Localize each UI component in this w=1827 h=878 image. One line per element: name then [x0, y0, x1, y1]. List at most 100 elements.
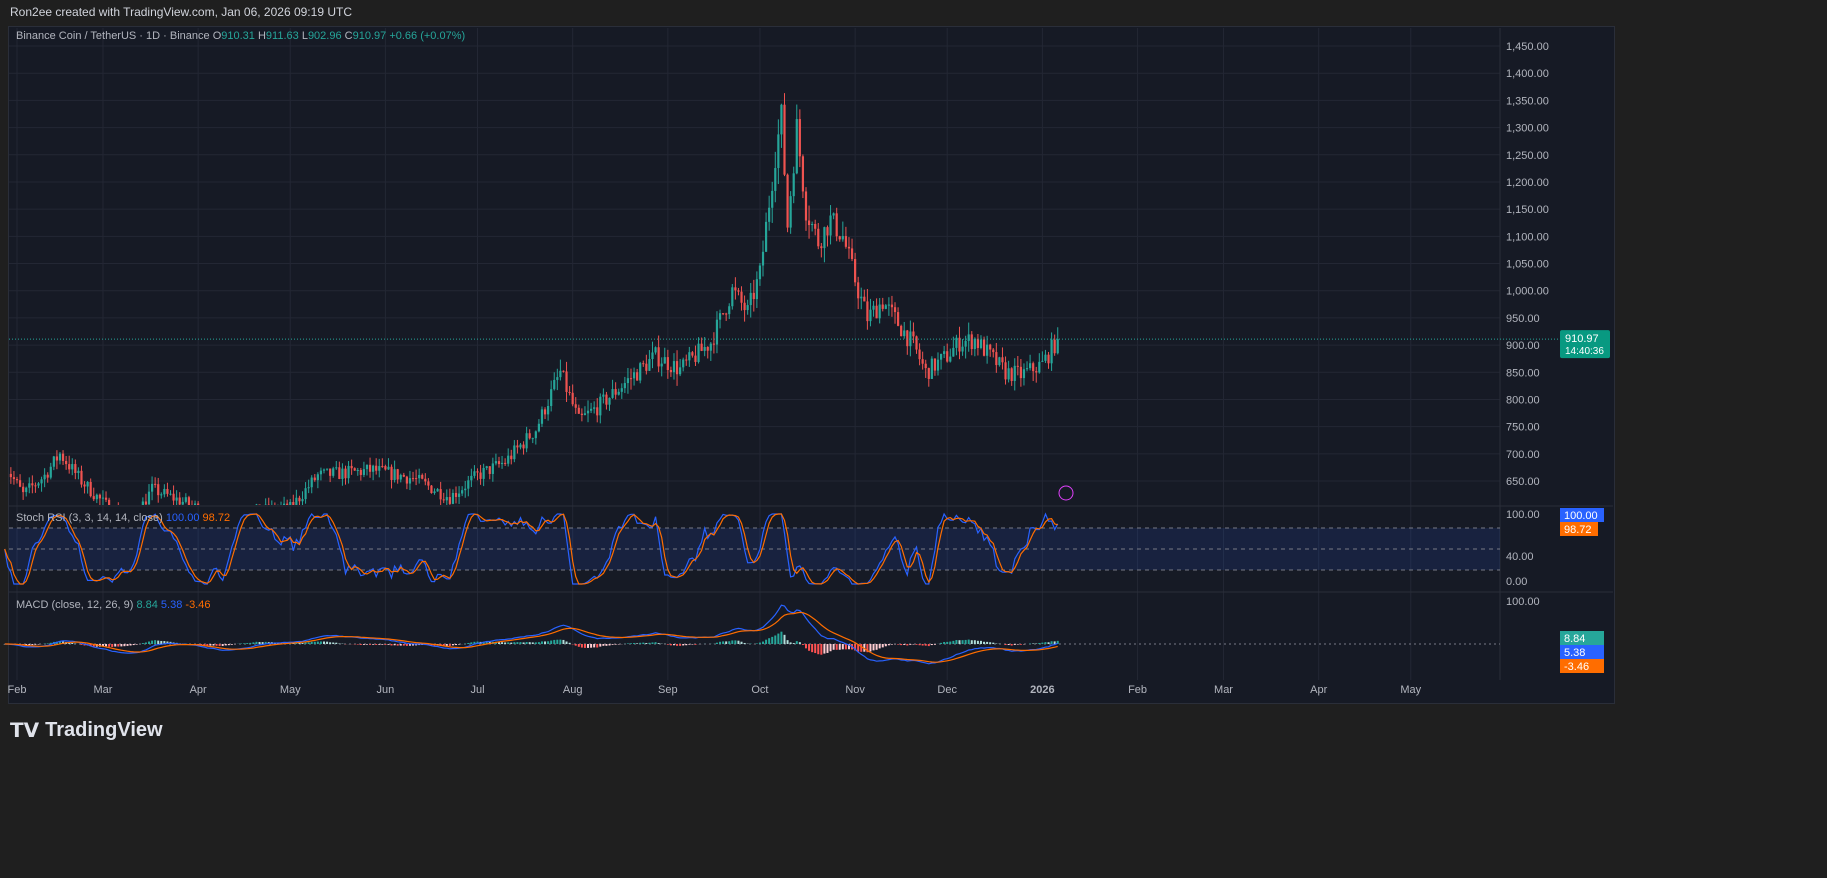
y-tick-label: 1,050.00	[1506, 259, 1549, 271]
tradingview-logo[interactable]: 𝗧𝗩 TradingView	[10, 718, 163, 743]
macd-tick-label: 100.00	[1506, 596, 1540, 608]
candle-body	[464, 488, 467, 491]
candle-body	[718, 313, 722, 320]
candle-body	[792, 173, 795, 197]
candle-body	[547, 406, 550, 415]
macd-histogram-bar	[992, 642, 995, 644]
macd-histogram-bar	[307, 642, 310, 644]
candle-body	[890, 304, 894, 308]
macd-histogram-bar	[323, 641, 325, 644]
macd-histogram-bar	[375, 644, 378, 645]
candle-body	[725, 313, 728, 315]
macd-histogram-bar	[1050, 641, 1053, 644]
candle-body	[844, 236, 847, 247]
candle-body	[71, 464, 74, 470]
candle-body	[298, 497, 301, 502]
candle-body	[280, 507, 282, 509]
macd-histogram-bar	[841, 644, 844, 650]
candle-body	[949, 356, 952, 362]
macd-histogram-bar	[740, 641, 743, 644]
candle-body	[470, 475, 473, 481]
candle-body	[356, 469, 359, 471]
candle-body	[144, 501, 148, 505]
candle-body	[384, 466, 387, 470]
stoch-k-line	[4, 512, 1059, 585]
candle-body	[918, 349, 921, 360]
macd-histogram-bar	[943, 641, 946, 644]
candle-body	[832, 213, 835, 216]
macd-histogram-bar	[252, 642, 255, 644]
x-tick-label: Jun	[377, 684, 395, 696]
macd-histogram-bar	[897, 644, 900, 645]
candle-body	[433, 491, 436, 494]
candle-body	[605, 394, 608, 405]
macd-histogram-bar	[316, 641, 319, 644]
candle-body	[513, 445, 516, 460]
candle-body	[559, 370, 562, 378]
macd-histogram-bar	[881, 644, 884, 648]
candle-body	[740, 291, 743, 303]
candle-body	[657, 347, 660, 367]
stoch-d-value: 98.72	[202, 512, 231, 524]
candle-body	[642, 363, 645, 365]
macd-histogram-bar	[227, 644, 230, 646]
y-tick-label: 1,200.00	[1506, 177, 1549, 189]
candle-body	[335, 467, 338, 469]
macd-histogram-bar	[89, 644, 92, 647]
candle-body	[141, 501, 144, 505]
candle-body	[246, 520, 248, 521]
candle-body	[881, 304, 884, 309]
candle-body	[930, 358, 933, 379]
candle-body	[98, 494, 101, 499]
candle-body	[1022, 369, 1026, 379]
macd-histogram-bar	[857, 644, 860, 652]
candle-body	[986, 344, 989, 356]
macd-histogram-bar	[715, 642, 718, 644]
candle-body	[61, 453, 65, 461]
candle-body	[289, 501, 292, 505]
candle-body	[838, 236, 841, 240]
candle-body	[267, 504, 270, 505]
macd-histogram-bar	[393, 644, 396, 646]
candle-body	[783, 104, 786, 175]
candle-body	[550, 389, 553, 407]
candle-body	[92, 496, 95, 500]
macd-histogram-bar	[218, 644, 221, 647]
candle-body	[510, 455, 513, 460]
candle-body	[491, 463, 494, 474]
macd-histogram-bar	[359, 644, 362, 645]
candle-body	[777, 134, 780, 169]
x-tick-label: Aug	[563, 684, 583, 696]
macd-histogram-bar	[829, 644, 832, 652]
candle-body	[688, 352, 691, 361]
candle-body	[1010, 368, 1013, 382]
candle-body	[482, 467, 485, 479]
candle-body	[402, 474, 405, 477]
macd-histogram-bar	[544, 641, 547, 644]
candle-body	[436, 489, 439, 492]
macd-histogram-bar	[246, 643, 249, 644]
x-tick-label: May	[1400, 684, 1421, 696]
chart-frame[interactable]	[8, 26, 1615, 704]
macd-histogram-bar	[823, 644, 826, 654]
macd-histogram-bar	[163, 641, 166, 644]
macd-histogram-bar	[949, 641, 952, 644]
candle-body	[906, 330, 909, 347]
price-tag	[1560, 330, 1610, 359]
candle-body	[734, 287, 737, 291]
macd-histogram-bar	[313, 641, 316, 644]
macd-histogram-bar	[298, 643, 301, 644]
macd-histogram-bar	[860, 644, 863, 652]
macd-line	[4, 604, 1058, 665]
candle-body	[715, 319, 719, 345]
candle-body	[421, 474, 424, 479]
macd-histogram-bar	[593, 644, 596, 648]
macd-histogram-bar	[976, 640, 979, 644]
candle-body	[497, 461, 501, 465]
candle-body	[271, 506, 273, 511]
candle-body	[1025, 368, 1029, 370]
candle-body	[761, 251, 765, 266]
macd-histogram-bar	[903, 644, 906, 645]
candle-body	[365, 464, 369, 470]
